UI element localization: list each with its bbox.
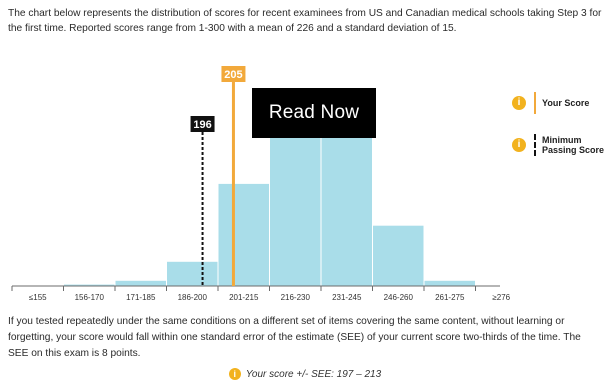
bars-layer <box>11 114 528 287</box>
marker-label-your_score: 205 <box>224 69 242 81</box>
ticks-layer: ≤155 156-170 171-185 186-200 201-215 216-230 2… <box>11 286 511 302</box>
score-range-note: i Your score +/- SEE: 197 – 213 <box>0 368 610 380</box>
info-icon: i <box>512 138 526 152</box>
intro-paragraph: The chart below represents the distribut… <box>8 8 602 34</box>
tick-label-5: 216-230 <box>281 293 311 302</box>
legend-minimum-passing: i Minimum Passing Score <box>512 134 604 156</box>
tick-label-7: 246-260 <box>384 293 414 302</box>
tick-label-0: ≤155 <box>29 293 47 302</box>
tick-label-3: 186-200 <box>178 293 208 302</box>
marker-box-passing <box>190 116 215 132</box>
score-distribution-chart: ≤155 156-170 171-185 186-200 201-215 216-230 2… <box>11 66 528 302</box>
legend-swatch-passing <box>534 134 536 156</box>
legend-label-passing-line1: Minimum <box>542 135 582 145</box>
bar-5 <box>269 114 322 287</box>
tick-label-1: 156-170 <box>75 293 105 302</box>
bar-3 <box>166 260 219 287</box>
read-now-button[interactable]: Read Now <box>252 88 376 138</box>
info-icon: i <box>228 368 241 380</box>
bar-8 <box>423 279 476 287</box>
legend-label-passing-line2: Passing Score <box>542 145 605 155</box>
bar-6 <box>320 122 373 287</box>
legend-label-your-score: Your Score <box>542 98 590 108</box>
tick-label-2: 171-185 <box>126 293 156 302</box>
bar-4 <box>217 182 270 287</box>
marker-box-your_score <box>221 66 246 82</box>
tick-label-6: 231-245 <box>332 293 362 302</box>
markers-layer: 196 205 <box>190 66 246 286</box>
score-range-text: Your score +/- SEE: 197 – 213 <box>245 368 382 380</box>
legend-label-passing: Minimum Passing Score <box>542 135 604 155</box>
explanation-paragraph: If you tested repeatedly under the same … <box>8 316 581 359</box>
tick-label-4: 201-215 <box>229 293 259 302</box>
tick-label-9: ≥276 <box>492 293 510 302</box>
tick-label-8: 261-275 <box>435 293 465 302</box>
info-icon: i <box>512 96 526 110</box>
legend-your-score: i Your Score <box>512 92 589 114</box>
marker-label-passing: 196 <box>193 119 211 131</box>
legend-swatch-your-score <box>534 92 536 114</box>
bar-7 <box>372 224 425 287</box>
bar-2 <box>114 279 167 287</box>
